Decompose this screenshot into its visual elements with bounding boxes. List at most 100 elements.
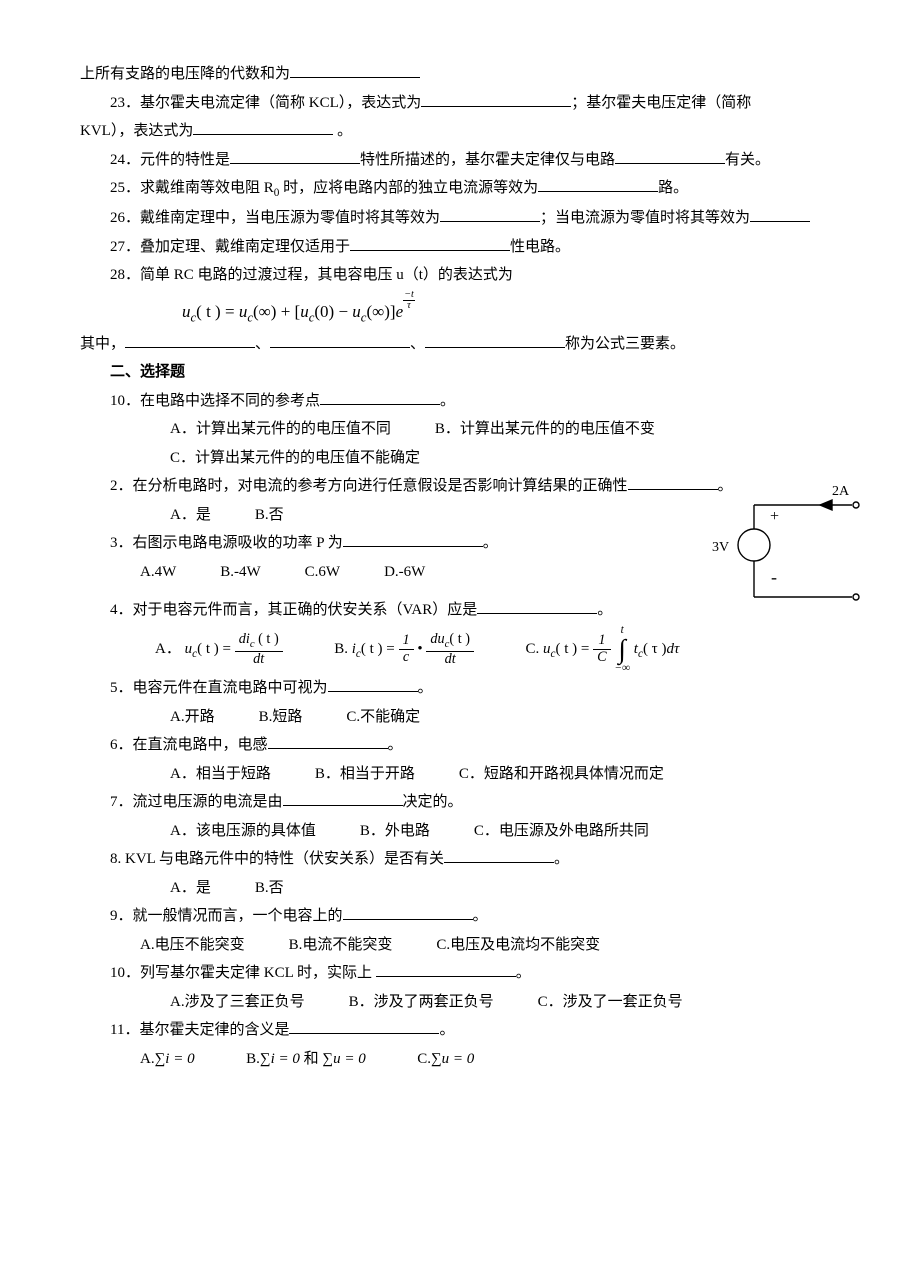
section-title-mc: 二、选择题	[80, 358, 840, 387]
mc-q10-optsC: C．计算出某元件的的电压值不能确定	[80, 444, 840, 473]
option-A[interactable]: A．计算出某元件的的电压值不同	[170, 421, 391, 437]
option-B[interactable]: B．涉及了两套正负号	[349, 994, 494, 1010]
blank[interactable]	[289, 1018, 439, 1034]
mc-q9-opts: A.电压不能突变 B.电流不能突变 C.电压及电流均不能突变	[80, 931, 840, 960]
text: 24．元件的特性是	[110, 152, 230, 168]
option-A[interactable]: A.4W	[140, 564, 176, 580]
text: 其中，	[80, 336, 125, 352]
option-A[interactable]: A．相当于短路	[170, 766, 271, 782]
option-D[interactable]: D.-6W	[384, 564, 425, 580]
blank[interactable]	[350, 235, 510, 251]
mc-q11-stem: 11．基尔霍夫定律的含义是。	[80, 1016, 840, 1045]
option-B[interactable]: B.否	[255, 507, 284, 523]
blank[interactable]	[320, 389, 440, 405]
mc-q5-opts: A.开路 B.短路 C.不能确定	[80, 703, 840, 732]
option-B[interactable]: B．计算出某元件的的电压值不变	[435, 421, 655, 437]
text: 23．基尔霍夫电流定律（简称 KCL），表达式为	[110, 95, 421, 111]
fill-q28: 28．简单 RC 电路的过渡过程，其电容电压 u（t）的表达式为	[80, 261, 840, 290]
text: 28．简单 RC 电路的过渡过程，其电容电压 u（t）的表达式为	[110, 267, 513, 283]
text: 上所有支路的电压降的代数和为	[80, 66, 290, 82]
blank[interactable]	[615, 148, 725, 164]
option-C[interactable]: C．计算出某元件的的电压值不能确定	[170, 450, 420, 466]
mc-q6-stem: 6．在直流电路中，电感。	[80, 731, 840, 760]
fill-q24: 24．元件的特性是 特性所描述的，基尔霍夫定律仅与电路 有关。	[80, 146, 840, 175]
blank[interactable]	[477, 598, 597, 614]
blank[interactable]	[290, 62, 420, 78]
option-B[interactable]: B.-4W	[220, 564, 260, 580]
blank[interactable]	[440, 206, 540, 222]
option-C[interactable]: C. uc( t ) = 1C t∫−∞ tc( τ )dτ	[525, 641, 679, 657]
option-C[interactable]: C．涉及了一套正负号	[538, 994, 683, 1010]
mc-q10b-opts: A.涉及了三套正负号 B．涉及了两套正负号 C．涉及了一套正负号	[80, 988, 840, 1017]
mc-q11-opts: A.∑i = 0 B.∑i = 0 和 ∑u = 0 C.∑u = 0	[80, 1045, 840, 1074]
blank[interactable]	[270, 332, 410, 348]
option-C[interactable]: C．电压源及外电路所共同	[474, 823, 649, 839]
mc-q5-stem: 5．电容元件在直流电路中可视为。	[80, 674, 840, 703]
blank[interactable]	[343, 904, 473, 920]
option-B[interactable]: B．相当于开路	[315, 766, 415, 782]
option-B[interactable]: B.否	[255, 880, 284, 896]
fill-q28-line3: 其中，、、称为公式三要素。	[80, 330, 840, 359]
formula-uc-t: uc( t ) = uc(∞) + [uc(0) − uc(∞)]e−tτ	[80, 290, 840, 330]
option-C[interactable]: C．短路和开路视具体情况而定	[459, 766, 664, 782]
blank[interactable]	[268, 733, 388, 749]
text: 有关。	[725, 152, 770, 168]
text: 性电路。	[510, 239, 570, 255]
fill-q26: 26．戴维南定理中，当电压源为零值时将其等效为 ；当电流源为零值时将其等效为	[80, 204, 840, 233]
blank[interactable]	[750, 206, 810, 222]
option-A[interactable]: A．该电压源的具体值	[170, 823, 316, 839]
mc-q8-stem: 8. KVL 与电路元件中的特性（伏安关系）是否有关。	[80, 845, 840, 874]
blank[interactable]	[193, 119, 333, 135]
option-A[interactable]: A.涉及了三套正负号	[170, 994, 305, 1010]
fill-q23: 23．基尔霍夫电流定律（简称 KCL），表达式为 ；基尔霍夫电压定律（简称	[80, 89, 840, 118]
blank[interactable]	[376, 961, 516, 977]
mc-q6-opts: A．相当于短路 B．相当于开路 C．短路和开路视具体情况而定	[80, 760, 840, 789]
voltage-label: 3V	[712, 540, 729, 555]
option-A[interactable]: A.∑i = 0	[140, 1051, 195, 1067]
mc-q9-stem: 9．就一般情况而言，一个电容上的。	[80, 902, 840, 931]
text: 时，应将电路内部的独立电流源等效为	[279, 180, 538, 196]
circuit-diagram: 2A + 3V -	[700, 479, 870, 619]
blank[interactable]	[444, 847, 554, 863]
fill-q22-tail: 上所有支路的电压降的代数和为	[80, 60, 840, 89]
text: ；当电流源为零值时将其等效为	[540, 210, 750, 226]
mc-q8-opts: A．是 B.否	[80, 874, 840, 903]
option-C[interactable]: C.不能确定	[346, 709, 420, 725]
option-A[interactable]: A．是	[170, 507, 211, 523]
blank[interactable]	[343, 531, 483, 547]
fill-q23-line2: KVL），表达式为 。	[80, 117, 840, 146]
blank[interactable]	[425, 332, 565, 348]
mc-q7-stem: 7．流过电压源的电流是由决定的。	[80, 788, 840, 817]
mc-q10b-stem: 10．列写基尔霍夫定律 KCL 时，实际上 。	[80, 959, 840, 988]
option-C[interactable]: C.6W	[305, 564, 340, 580]
option-C[interactable]: C.∑u = 0	[417, 1051, 474, 1067]
text: 、	[410, 336, 425, 352]
option-B[interactable]: B.∑i = 0 和 ∑u = 0	[246, 1051, 366, 1067]
option-A[interactable]: A.开路	[170, 709, 215, 725]
option-A[interactable]: A．是	[170, 880, 211, 896]
option-A[interactable]: A． uc( t ) = dic ( t )dt	[155, 641, 286, 657]
text: 特性所描述的，基尔霍夫定律仅与电路	[360, 152, 615, 168]
fill-q27: 27．叠加定理、戴维南定理仅适用于 性电路。	[80, 233, 840, 262]
option-B[interactable]: B.电流不能突变	[289, 937, 393, 953]
text: 26．戴维南定理中，当电压源为零值时将其等效为	[110, 210, 440, 226]
mc-q10-stem: 10．在电路中选择不同的参考点。	[80, 387, 840, 416]
option-B[interactable]: B. ic( t ) = 1c • duc( t )dt	[334, 641, 478, 657]
blank[interactable]	[125, 332, 255, 348]
option-C[interactable]: C.电压及电流均不能突变	[436, 937, 600, 953]
blank[interactable]	[421, 91, 571, 107]
text: ；基尔霍夫电压定律（简称	[571, 95, 751, 111]
blank[interactable]	[283, 790, 403, 806]
blank[interactable]	[230, 148, 360, 164]
option-A[interactable]: A.电压不能突变	[140, 937, 245, 953]
plus-label: +	[770, 508, 779, 525]
blank[interactable]	[328, 676, 418, 692]
text: 路。	[658, 180, 688, 196]
mc-q7-opts: A．该电压源的具体值 B．外电路 C．电压源及外电路所共同	[80, 817, 840, 846]
option-B[interactable]: B．外电路	[360, 823, 430, 839]
option-B[interactable]: B.短路	[259, 709, 303, 725]
blank[interactable]	[538, 176, 658, 192]
text: 27．叠加定理、戴维南定理仅适用于	[110, 239, 350, 255]
text: 。	[333, 123, 352, 139]
minus-label: -	[771, 567, 777, 587]
